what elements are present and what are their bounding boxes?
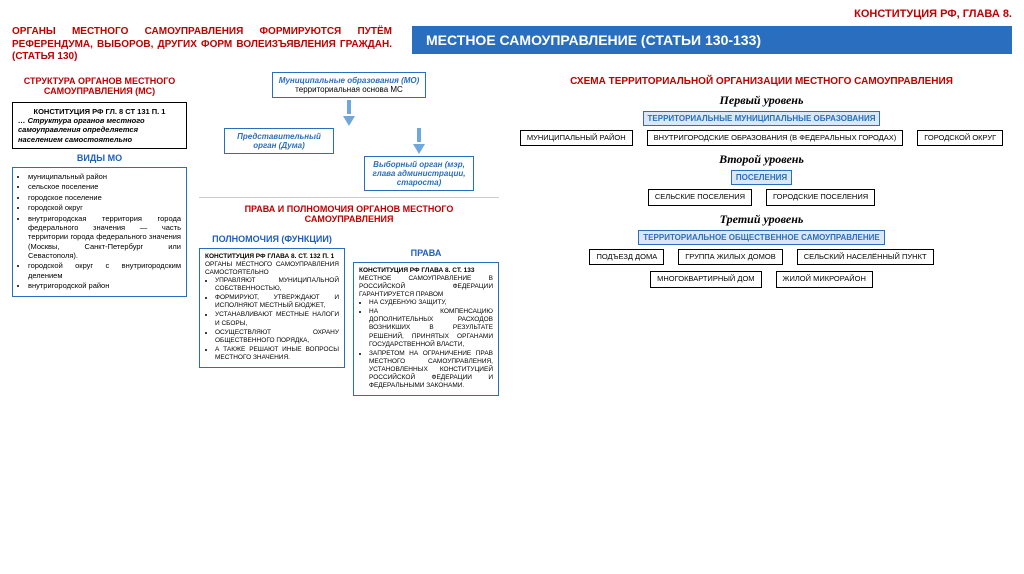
hierarchy-box: ПОДЪЕЗД ДОМА: [589, 249, 664, 266]
hierarchy-box: СЕЛЬСКИЙ НАСЕЛЁННЫЙ ПУНКТ: [797, 249, 934, 266]
rights-box: КОНСТИТУЦИЯ РФ ГЛАВА 8. СТ. 133 МЕСТНОЕ …: [353, 262, 499, 397]
hierarchy-box: ЖИЛОЙ МИКРОРАЙОН: [776, 271, 873, 288]
level1-label: Первый уровень: [511, 93, 1012, 108]
list-item: городское поселение: [28, 193, 181, 202]
list-item: ОСУЩЕСТВЛЯЮТ ОХРАНУ ОБЩЕСТВЕННОГО ПОРЯДК…: [215, 329, 339, 345]
const-body: … Структура органов местного самоуправле…: [18, 116, 181, 144]
list-item: городской округ: [28, 203, 181, 212]
flow-duma: Представительный орган (Дума): [224, 128, 334, 154]
powers-head: КОНСТИТУЦИЯ РФ ГЛАВА 8. СТ. 132 П. 1: [205, 253, 339, 261]
arrow-icon: [413, 144, 425, 154]
level3-banner: ТЕРРИТОРИАЛЬНОЕ ОБЩЕСТВЕННОЕ САМОУПРАВЛЕ…: [638, 230, 884, 245]
flow-elected: Выборный орган (мэр, глава администрации…: [364, 156, 474, 191]
right-column: СХЕМА ТЕРРИТОРИАЛЬНОЙ ОРГАНИЗАЦИИ МЕСТНО…: [511, 72, 1012, 397]
mo-types-title: ВИДЫ МО: [12, 153, 187, 163]
hierarchy-box: МУНИЦИПАЛЬНЫЙ РАЙОН: [520, 130, 633, 147]
left-column: СТРУКТУРА ОРГАНОВ МЕСТНОГО САМОУПРАВЛЕНИ…: [12, 72, 187, 397]
middle-column: Муниципальные образования (МО) территори…: [199, 72, 499, 397]
level2-row: СЕЛЬСКИЕ ПОСЕЛЕНИЯ ГОРОДСКИЕ ПОСЕЛЕНИЯ: [511, 189, 1012, 206]
list-item: внутригородской район: [28, 281, 181, 290]
list-item: ФОРМИРУЮТ, УТВЕРЖДАЮТ И ИСПОЛНЯЮТ МЕСТНЫ…: [215, 294, 339, 310]
mo-types-box: муниципальный районсельское поселение гор…: [12, 167, 187, 297]
hierarchy-box: СЕЛЬСКИЕ ПОСЕЛЕНИЯ: [648, 189, 752, 206]
title-banner: МЕСТНОЕ САМОУПРАВЛЕНИЕ (СТАТЬИ 130-133): [412, 26, 1012, 54]
flow-mo-a: Муниципальные образования (МО): [279, 76, 420, 85]
powers-lead: ОРГАНЫ МЕСТНОГО САМОУПРАВЛЕНИЯ САМОСТОЯТ…: [205, 261, 339, 277]
powers-box: КОНСТИТУЦИЯ РФ ГЛАВА 8. СТ. 132 П. 1 ОРГ…: [199, 248, 345, 369]
const-head: КОНСТИТУЦИЯ РФ ГЛ. 8 СТ 131 П. 1: [18, 107, 181, 116]
hierarchy-box: ГОРОДСКИЕ ПОСЕЛЕНИЯ: [766, 189, 875, 206]
level3-row-a: ПОДЪЕЗД ДОМА ГРУППА ЖИЛЫХ ДОМОВ СЕЛЬСКИЙ Н…: [511, 249, 1012, 266]
list-item: сельское поселение: [28, 182, 181, 191]
arrow-icon: [417, 128, 421, 142]
list-item: УСТАНАВЛИВАЮТ МЕСТНЫЕ НАЛОГИ И СБОРЫ,: [215, 311, 339, 327]
list-item: городской округ с внутригородским делени…: [28, 261, 181, 280]
rights-subtitle: ПРАВА: [353, 248, 499, 258]
chapter-label: КОНСТИТУЦИЯ РФ, ГЛАВА 8.: [12, 8, 1012, 20]
list-item: А ТАКЖЕ РЕШАЮТ ИНЫЕ ВОПРОСЫ МЕСТНОГО ЗНА…: [215, 346, 339, 362]
rights-powers-row: ПОЛНОМОЧИЯ (ФУНКЦИИ) КОНСТИТУЦИЯ РФ ГЛАВ…: [199, 230, 499, 397]
flow-mo: Муниципальные образования (МО) территори…: [272, 72, 427, 98]
rights-title: ПРАВА И ПОЛНОМОЧИЯ ОРГАНОВ МЕСТНОГО САМО…: [199, 204, 499, 224]
constitution-box: КОНСТИТУЦИЯ РФ ГЛ. 8 СТ 131 П. 1 … Струк…: [12, 102, 187, 150]
divider: [199, 197, 499, 198]
intro-text: ОРГАНЫ МЕСТНОГО САМОУПРАВЛЕНИЯ ФОРМИРУЮТ…: [12, 26, 392, 64]
list-item: УПРАВЛЯЮТ МУНИЦИПАЛЬНОЙ СОБСТВЕННОСТЬЮ,: [215, 277, 339, 293]
hierarchy-box: ГОРОДСКОЙ ОКРУГ: [917, 130, 1003, 147]
arrow-icon: [347, 100, 351, 114]
list-item: ЗАПРЕТОМ НА ОГРАНИЧЕНИЕ ПРАВ МЕСТНОГО СА…: [369, 350, 493, 391]
hierarchy-box: ГРУППА ЖИЛЫХ ДОМОВ: [678, 249, 783, 266]
level3-row-b: МНОГОКВАРТИРНЫЙ ДОМ ЖИЛОЙ МИКРОРАЙОН: [511, 271, 1012, 288]
powers-subtitle: ПОЛНОМОЧИЯ (ФУНКЦИИ): [199, 234, 345, 244]
level2-label: Второй уровень: [511, 152, 1012, 167]
list-item: НА КОМПЕНСАЦИЮ ДОПОЛНИТЕЛЬНЫХ РАСХОДОВ В…: [369, 308, 493, 349]
scheme-title: СХЕМА ТЕРРИТОРИАЛЬНОЙ ОРГАНИЗАЦИИ МЕСТНО…: [511, 76, 1012, 87]
rights-lead: МЕСТНОЕ САМОУПРАВЛЕНИЕ В РОССИЙСКОЙ ФЕДЕ…: [359, 275, 493, 299]
arrow-icon: [343, 116, 355, 126]
hierarchy-box: МНОГОКВАРТИРНЫЙ ДОМ: [650, 271, 761, 288]
level1-row: МУНИЦИПАЛЬНЫЙ РАЙОН ВНУТРИГОРОДСКИЕ ОБРАЗ…: [511, 130, 1012, 147]
list-item: муниципальный район: [28, 172, 181, 181]
level2-banner: ПОСЕЛЕНИЯ: [731, 170, 792, 185]
level1-banner: ТЕРРИТОРИАЛЬНЫЕ МУНИЦИПАЛЬНЫЕ ОБРАЗОВАНИ…: [643, 111, 881, 126]
rights-head: КОНСТИТУЦИЯ РФ ГЛАВА 8. СТ. 133: [359, 267, 493, 275]
main-layout: СТРУКТУРА ОРГАНОВ МЕСТНОГО САМОУПРАВЛЕНИ…: [12, 72, 1012, 397]
structure-title: СТРУКТУРА ОРГАНОВ МЕСТНОГО САМОУПРАВЛЕНИ…: [12, 76, 187, 96]
structure-flow: Муниципальные образования (МО) территори…: [199, 72, 499, 191]
header-row: ОРГАНЫ МЕСТНОГО САМОУПРАВЛЕНИЯ ФОРМИРУЮТ…: [12, 26, 1012, 64]
level3-label: Третий уровень: [511, 212, 1012, 227]
flow-mo-a2: территориальная основа МС: [295, 85, 403, 94]
list-item: внутригородская территория города федера…: [28, 214, 181, 261]
hierarchy-box: ВНУТРИГОРОДСКИЕ ОБРАЗОВАНИЯ (В ФЕДЕРАЛЬН…: [647, 130, 904, 147]
list-item: НА СУДЕБНУЮ ЗАЩИТУ,: [369, 299, 493, 307]
